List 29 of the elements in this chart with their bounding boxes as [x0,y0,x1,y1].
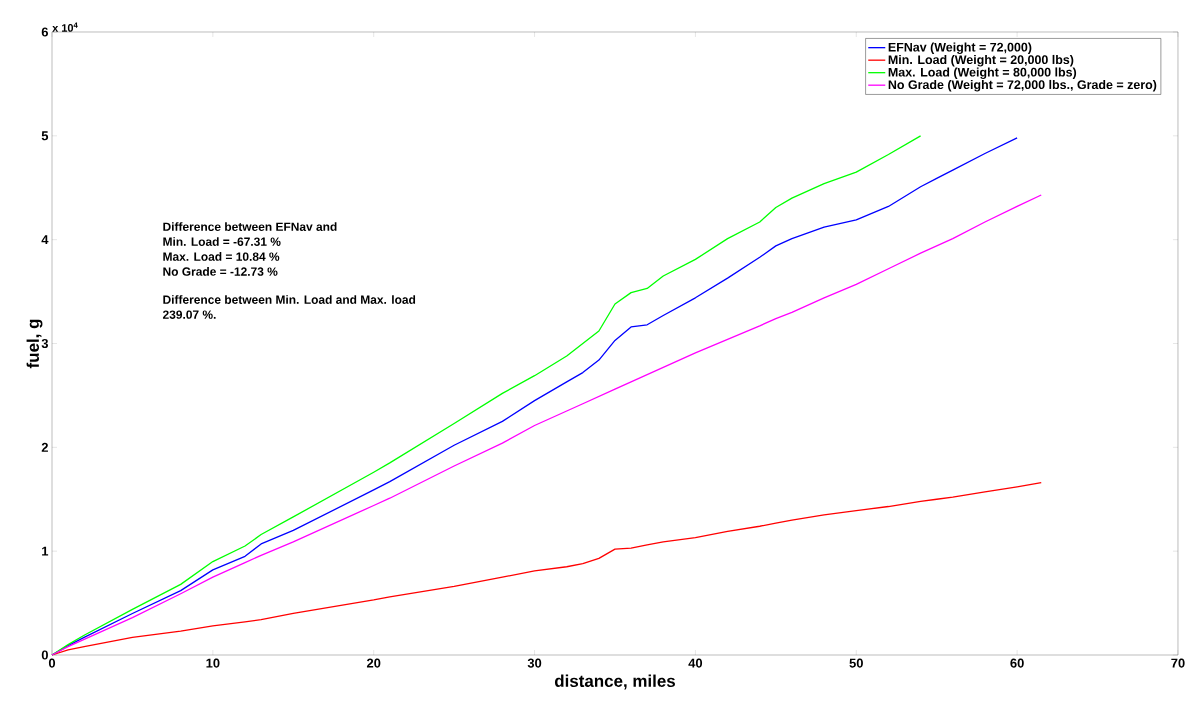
annotation: Min. Load = -67.31 % [163,237,281,246]
y-tick-label: 2 [41,442,48,452]
x-tick-label: 60 [1010,658,1024,668]
legend-label: Max. Load (Weight = 80,000 lbs) [888,67,1077,80]
annotation: Difference between Min. Load and Max. load [163,295,416,304]
y-tick-label: 4 [41,235,49,245]
y-tick-label: 1 [42,546,49,556]
x-axis-title: distance, miles [554,674,675,690]
y-tick-label: 5 [41,131,49,141]
x-tick-label: 30 [527,658,542,668]
y-axis-title: fuel, g [26,319,43,369]
x-tick-label: 0 [48,658,56,668]
x-tick-label: 10 [206,658,220,668]
x-tick-label: 70 [1171,658,1185,668]
y-tick-label: 6 [41,27,49,37]
legend-label: No Grade (Weight = 72,000 lbs., Grade = zero) [888,79,1157,92]
y-tick-label: 0 [41,650,48,660]
annotation: No Grade = -12.73 % [163,267,278,276]
legend-label: EFNav (Weight = 72,000) [888,42,1032,55]
annotation: 239.07 %. [162,310,216,319]
annotation: Difference between EFNav and [163,222,337,231]
x-tick-label: 50 [849,658,863,668]
annotation: Max. Load = 10.84 % [163,252,280,261]
y-tick-label: 3 [41,338,49,349]
text: x 10$^{4}$ [52,22,78,32]
x-tick-label: 40 [688,658,703,668]
x-tick-label: 20 [366,658,381,668]
legend-label: Min. Load (Weight = 20,000 lbs) [888,54,1074,67]
line-series [51,481,1042,656]
